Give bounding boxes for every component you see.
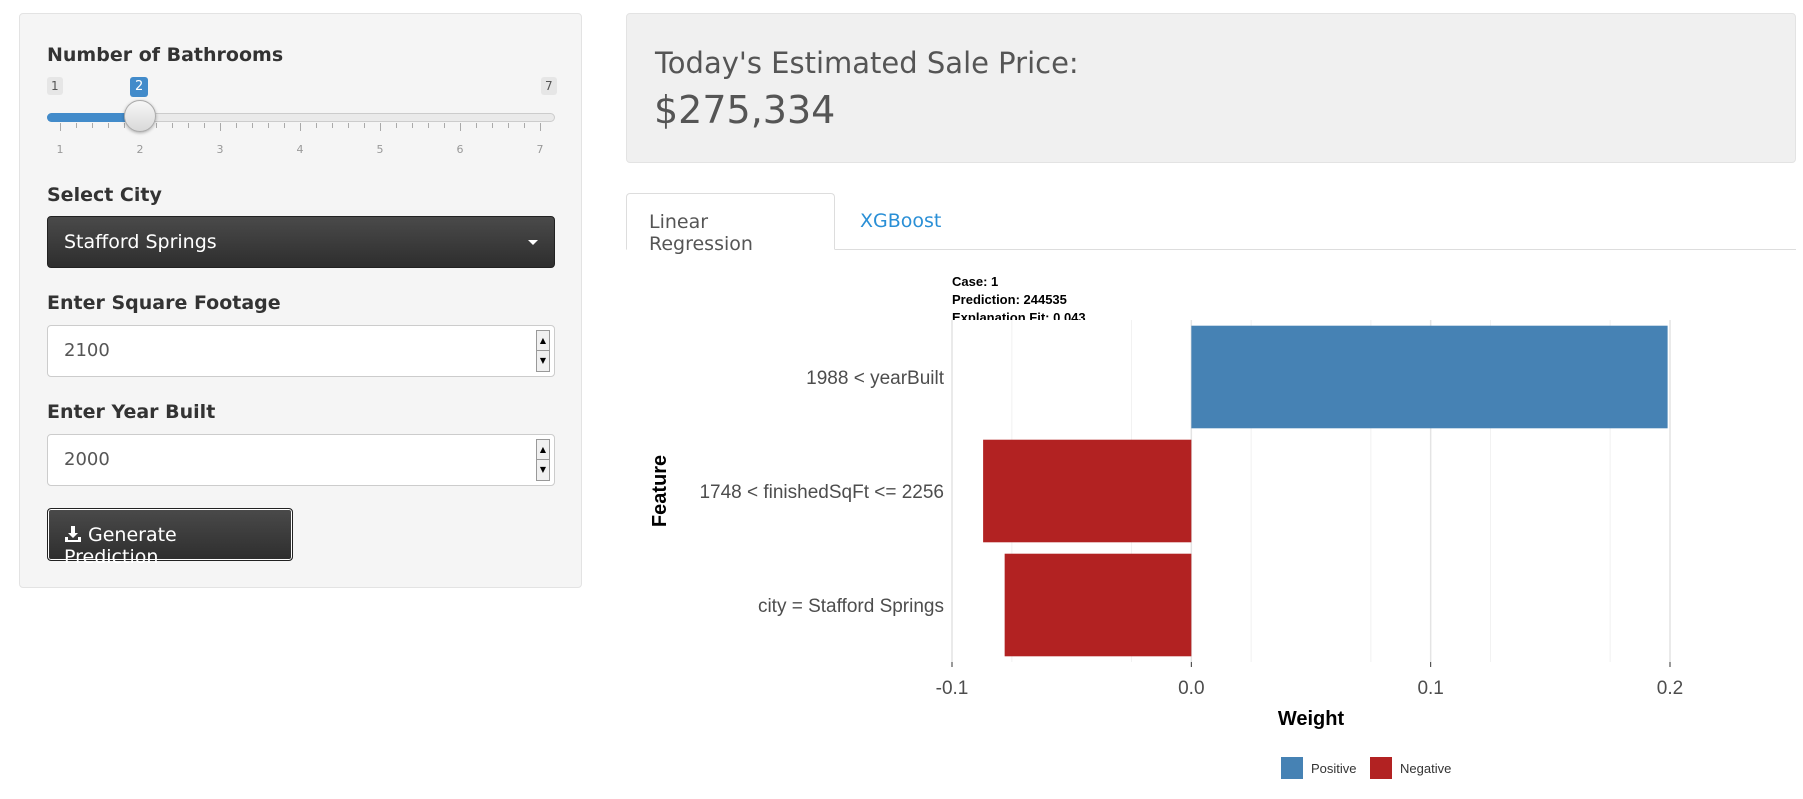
x-axis-title: Weight — [1278, 708, 1345, 730]
year-input[interactable]: 2000 ▲ ▼ — [47, 434, 555, 486]
bar — [983, 439, 1192, 543]
slider-tick — [444, 123, 445, 128]
price-value: $275,334 — [654, 88, 836, 132]
sqft-input[interactable]: 2100 ▲ ▼ — [47, 325, 555, 377]
sidebar-panel: Number of Bathrooms 1 7 2 1 2 3 4 5 6 7 Select… — [19, 13, 582, 588]
y-tick-label: city = Stafford Springs — [758, 596, 944, 617]
slider-handle[interactable] — [124, 100, 156, 132]
slider-tick-label: 6 — [456, 143, 464, 156]
year-spinner[interactable]: ▲ ▼ — [536, 439, 550, 481]
slider-tick — [108, 123, 109, 128]
x-tick-label: -0.1 — [936, 678, 969, 699]
legend-swatch — [1370, 757, 1392, 779]
slider-tick — [156, 123, 157, 128]
slider-tick — [492, 123, 493, 128]
spin-down-icon[interactable]: ▼ — [539, 356, 547, 365]
city-select-value: Stafford Springs — [64, 231, 217, 253]
spin-up-icon[interactable]: ▲ — [537, 331, 549, 351]
slider-tick — [524, 123, 525, 128]
slider-tick — [284, 123, 285, 128]
bar — [1191, 325, 1668, 429]
city-select[interactable]: Stafford Springs — [47, 216, 555, 268]
city-label: Select City — [47, 184, 162, 206]
year-input-value: 2000 — [64, 449, 110, 470]
x-tick-label: 0.1 — [1417, 678, 1443, 699]
download-icon — [64, 525, 82, 546]
year-label: Enter Year Built — [47, 401, 216, 423]
generate-button-label: Generate Prediction — [64, 524, 177, 568]
sqft-label: Enter Square Footage — [47, 292, 281, 314]
price-panel: Today's Estimated Sale Price: $275,334 — [626, 13, 1796, 163]
slider-max-label: 7 — [541, 77, 557, 95]
spin-up-icon[interactable]: ▲ — [537, 440, 549, 460]
slider-tick — [124, 123, 125, 128]
slider-tick — [300, 123, 301, 131]
slider-tick — [316, 123, 317, 128]
chart-header-line: Prediction: 244535 — [952, 292, 1067, 307]
slider-tick — [380, 123, 381, 131]
legend-swatch — [1281, 757, 1303, 779]
sqft-spinner[interactable]: ▲ ▼ — [536, 330, 550, 372]
slider-tick — [508, 123, 509, 128]
slider-tick — [60, 123, 61, 131]
slider-tick — [364, 123, 365, 128]
sqft-input-value: 2100 — [64, 340, 110, 361]
slider-tick — [252, 123, 253, 128]
slider-value-label: 2 — [130, 77, 149, 97]
slider-tick — [220, 123, 221, 131]
chevron-down-icon — [528, 240, 538, 245]
slider-tick — [396, 123, 397, 128]
price-title: Today's Estimated Sale Price: — [655, 46, 1079, 80]
slider-tick — [172, 123, 173, 128]
slider-tick-label: 4 — [296, 143, 304, 156]
y-tick-label: 1988 < yearBuilt — [806, 368, 945, 389]
chart-header-line: Case: 1 — [952, 274, 998, 289]
slider-tick — [92, 123, 93, 128]
x-tick-label: 0.0 — [1178, 678, 1204, 699]
slider-tick-label: 2 — [136, 143, 144, 156]
y-tick-label: 1748 < finishedSqFt <= 2256 — [699, 482, 944, 503]
tab-linear-regression[interactable]: Linear Regression — [626, 193, 835, 255]
slider-tick — [76, 123, 77, 128]
slider-fill — [47, 113, 140, 122]
slider-tick — [460, 123, 461, 131]
slider-tick — [268, 123, 269, 128]
tab-xgboost[interactable]: XGBoost — [860, 210, 942, 232]
slider-tick — [540, 123, 541, 131]
legend-label: Negative — [1400, 761, 1451, 776]
slider-tick-label: 3 — [216, 143, 224, 156]
bar — [1004, 553, 1192, 657]
x-tick-label: 0.2 — [1657, 678, 1683, 699]
slider-tick — [332, 123, 333, 128]
slider-tick — [348, 123, 349, 128]
tabs-divider — [626, 249, 1796, 250]
slider-tick-label: 7 — [536, 143, 544, 156]
slider-tick-label: 1 — [56, 143, 64, 156]
slider-min-label: 1 — [47, 77, 63, 95]
slider-tick — [412, 123, 413, 128]
generate-prediction-button[interactable]: Generate Prediction — [47, 508, 293, 568]
slider-tick — [428, 123, 429, 128]
legend-label: Positive — [1311, 761, 1357, 776]
spin-down-icon[interactable]: ▼ — [539, 465, 547, 474]
y-axis-title: Feature — [649, 455, 671, 527]
slider-tick — [204, 123, 205, 128]
slider-tick-label: 5 — [376, 143, 384, 156]
slider-tick — [188, 123, 189, 128]
slider-tick — [476, 123, 477, 128]
bathrooms-label: Number of Bathrooms — [47, 44, 284, 66]
slider-tick — [236, 123, 237, 128]
